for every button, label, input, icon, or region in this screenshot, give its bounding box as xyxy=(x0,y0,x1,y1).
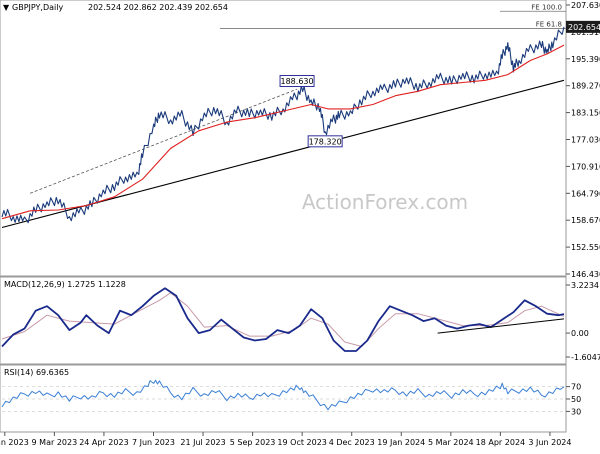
macd-title: MACD(12,26,9) 1.2725 1.1228 xyxy=(4,280,126,289)
price-y-tick-label: 170.910 xyxy=(571,162,600,171)
price-y-tick-label: 207.630 xyxy=(571,1,600,10)
price-panel xyxy=(0,0,567,277)
price-y-tick-label: 177.030 xyxy=(571,136,600,145)
fib-level-label: FE 100.0 xyxy=(531,3,562,11)
ohlc-values: 202.524 202.862 202.439 202.654 xyxy=(88,3,228,12)
annotation-box xyxy=(279,75,315,88)
x-tick-label: 5 Mar 2024 xyxy=(428,438,474,447)
x-tick-label: 9 Mar 2023 xyxy=(32,438,78,447)
x-tick-label: 7 Jun 2023 xyxy=(132,438,175,447)
macd-y-tick-label: 3.2234 xyxy=(571,281,599,290)
rsi-y-tick-label: 30 xyxy=(571,407,581,416)
price-y-tick-label: 183.150 xyxy=(571,109,600,118)
watermark: ActionForex.com xyxy=(302,190,468,214)
symbol-label: GBPJPY,Daily xyxy=(12,3,63,12)
rsi-title: RSI(14) 69.6365 xyxy=(4,368,69,377)
moving-average-line xyxy=(1,44,565,220)
price-y-tick-label: 146.430 xyxy=(571,270,600,279)
price-y-tick-label: 158.670 xyxy=(571,216,600,225)
x-tick-label: 19 Jan 2024 xyxy=(377,438,425,447)
last-price-label: 202.654 xyxy=(568,23,600,32)
fib-level-label: FE 61.8 xyxy=(536,20,562,28)
x-tick-label: 19 Oct 2023 xyxy=(277,438,326,447)
rsi-panel xyxy=(0,364,567,433)
macd-trendline xyxy=(437,318,565,334)
price-y-tick-label: 189.270 xyxy=(571,82,600,91)
x-tick-label: 3 Jun 2024 xyxy=(528,438,571,447)
price-series-line xyxy=(1,26,565,224)
price-y-tick-label: 195.390 xyxy=(571,55,600,64)
macd-panel xyxy=(0,276,567,365)
macd-y-tick-label: -1.6047 xyxy=(571,353,600,362)
rsi-line xyxy=(1,379,565,411)
annotation-label: 188.630 xyxy=(281,77,314,86)
annotation-label: 178.320 xyxy=(309,137,342,146)
macd-line xyxy=(1,287,565,352)
x-tick-label: 18 Apr 2024 xyxy=(476,438,525,447)
x-tick-label: 24 Jan 2023 xyxy=(0,438,29,447)
x-tick-label: 21 Jul 2023 xyxy=(180,438,225,447)
price-y-tick-label: 152.550 xyxy=(571,243,600,252)
price-dashed-channel xyxy=(29,88,298,194)
annotation-box xyxy=(307,135,343,148)
rsi-y-tick-label: 50 xyxy=(571,395,581,404)
x-tick-label: 24 Apr 2023 xyxy=(79,438,128,447)
price-y-tick-label: 164.790 xyxy=(571,189,600,198)
x-tick-label: 4 Dec 2023 xyxy=(329,438,375,447)
header-collapse-icon[interactable]: ▼ xyxy=(3,3,10,12)
macd-signal-line xyxy=(1,292,565,347)
rsi-y-tick-label: 70 xyxy=(571,383,581,392)
last-price-box xyxy=(566,20,600,33)
x-tick-label: 5 Sep 2023 xyxy=(230,438,276,447)
macd-y-tick-label: 0.00 xyxy=(571,329,589,338)
